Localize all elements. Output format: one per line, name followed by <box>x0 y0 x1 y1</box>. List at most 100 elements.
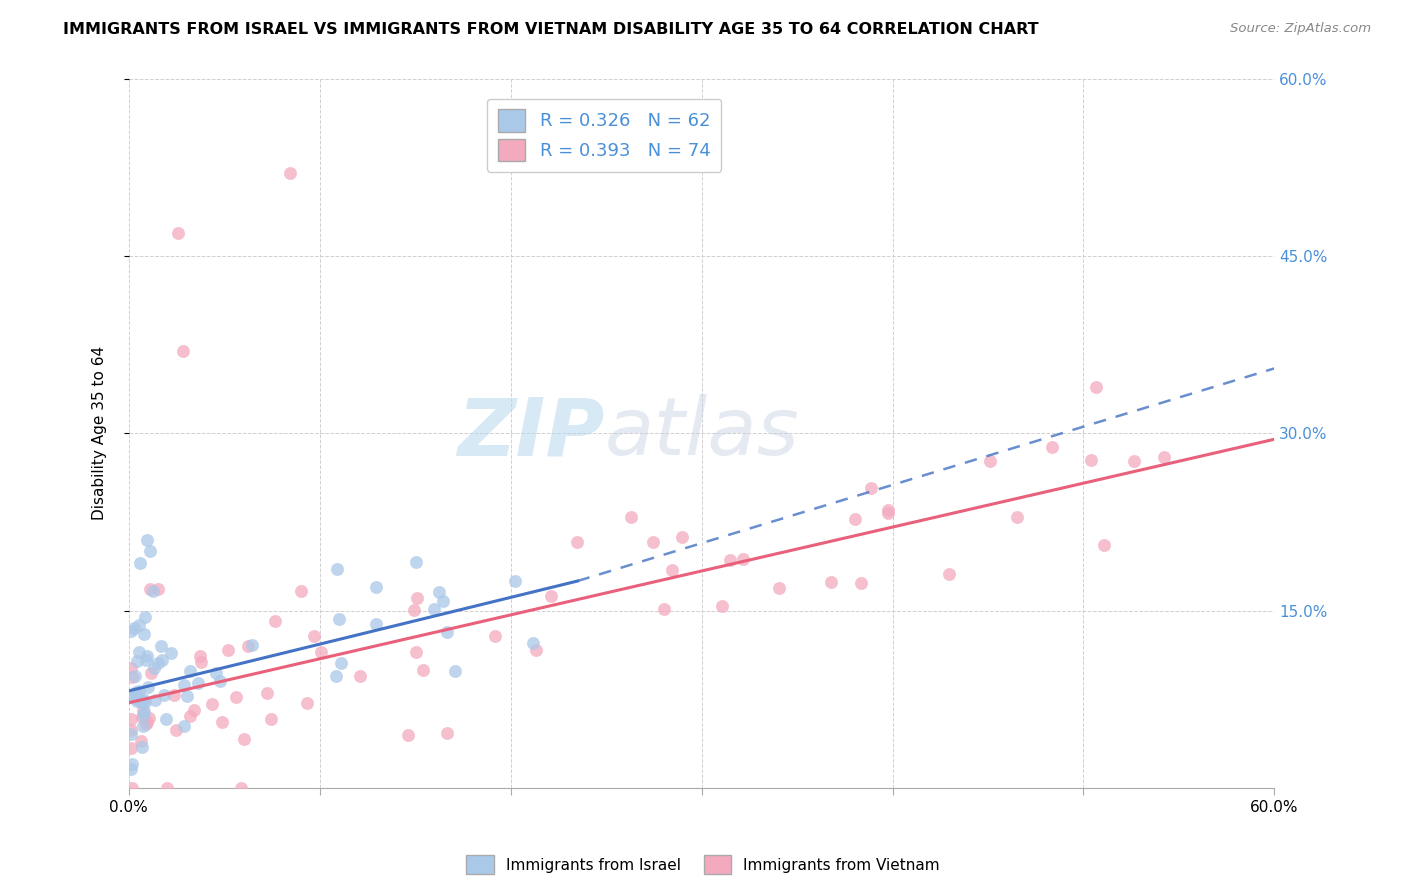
Point <box>436 625 458 640</box>
Point <box>1080 453 1102 467</box>
Point <box>128 694 150 708</box>
Point <box>120 727 142 741</box>
Point <box>152 688 174 702</box>
Point <box>146 582 169 596</box>
Point <box>172 343 194 358</box>
Point <box>710 599 733 613</box>
Point <box>349 669 371 683</box>
Point <box>938 566 960 581</box>
Point <box>121 756 143 771</box>
Point <box>183 704 205 718</box>
Point <box>412 663 434 677</box>
Point <box>851 575 873 590</box>
Point <box>328 612 350 626</box>
Text: Source: ZipAtlas.com: Source: ZipAtlas.com <box>1230 22 1371 36</box>
Point <box>1153 450 1175 464</box>
Point <box>619 509 641 524</box>
Point <box>132 626 155 640</box>
Point <box>120 740 142 755</box>
Point <box>148 656 170 670</box>
Point <box>211 714 233 729</box>
Point <box>131 708 153 723</box>
Point <box>661 563 683 577</box>
Point <box>179 709 201 723</box>
Point <box>404 603 426 617</box>
Point <box>295 696 318 710</box>
Point <box>405 555 427 569</box>
Point <box>302 629 325 643</box>
Point <box>159 646 181 660</box>
Legend: R = 0.326   N = 62, R = 0.393   N = 74: R = 0.326 N = 62, R = 0.393 N = 74 <box>488 99 721 171</box>
Point <box>1085 380 1108 394</box>
Point <box>135 653 157 667</box>
Point <box>423 601 446 615</box>
Point <box>120 624 142 638</box>
Point <box>979 454 1001 468</box>
Point <box>152 653 174 667</box>
Text: ZIP: ZIP <box>457 394 605 473</box>
Point <box>165 723 187 738</box>
Point <box>876 506 898 520</box>
Legend: Immigrants from Israel, Immigrants from Vietnam: Immigrants from Israel, Immigrants from … <box>460 849 946 880</box>
Point <box>121 780 143 795</box>
Point <box>290 584 312 599</box>
Point <box>134 609 156 624</box>
Point <box>139 666 162 681</box>
Point <box>1123 453 1146 467</box>
Point <box>278 166 301 180</box>
Point <box>143 693 166 707</box>
Point <box>149 639 172 653</box>
Point <box>135 533 157 547</box>
Point <box>190 655 212 669</box>
Point <box>127 654 149 668</box>
Point <box>406 591 429 605</box>
Point <box>325 562 347 576</box>
Point <box>260 712 283 726</box>
Point <box>768 581 790 595</box>
Point <box>405 645 427 659</box>
Point <box>522 636 544 650</box>
Point <box>652 602 675 616</box>
Point <box>240 638 263 652</box>
Y-axis label: Disability Age 35 to 64: Disability Age 35 to 64 <box>93 346 107 520</box>
Point <box>232 732 254 747</box>
Point <box>396 728 419 742</box>
Point <box>166 226 188 240</box>
Point <box>208 673 231 688</box>
Point <box>124 669 146 683</box>
Point <box>844 512 866 526</box>
Point <box>859 481 882 495</box>
Point <box>125 694 148 708</box>
Point <box>128 557 150 571</box>
Point <box>876 502 898 516</box>
Point <box>134 695 156 709</box>
Point <box>132 703 155 717</box>
Point <box>179 665 201 679</box>
Point <box>120 723 142 737</box>
Point <box>236 639 259 653</box>
Point <box>136 648 159 663</box>
Point <box>173 719 195 733</box>
Point <box>264 614 287 628</box>
Point <box>128 618 150 632</box>
Point <box>156 780 179 795</box>
Point <box>484 629 506 643</box>
Point <box>125 685 148 699</box>
Point <box>131 739 153 754</box>
Point <box>366 580 388 594</box>
Point <box>163 689 186 703</box>
Point <box>671 530 693 544</box>
Point <box>436 726 458 740</box>
Point <box>129 734 152 748</box>
Point <box>309 645 332 659</box>
Point <box>128 683 150 698</box>
Point <box>120 689 142 703</box>
Point <box>1092 538 1115 552</box>
Point <box>201 697 224 711</box>
Point <box>364 616 387 631</box>
Text: IMMIGRANTS FROM ISRAEL VS IMMIGRANTS FROM VIETNAM DISABILITY AGE 35 TO 64 CORREL: IMMIGRANTS FROM ISRAEL VS IMMIGRANTS FRO… <box>63 22 1039 37</box>
Point <box>139 582 162 596</box>
Point <box>131 692 153 706</box>
Point <box>131 710 153 724</box>
Point <box>128 645 150 659</box>
